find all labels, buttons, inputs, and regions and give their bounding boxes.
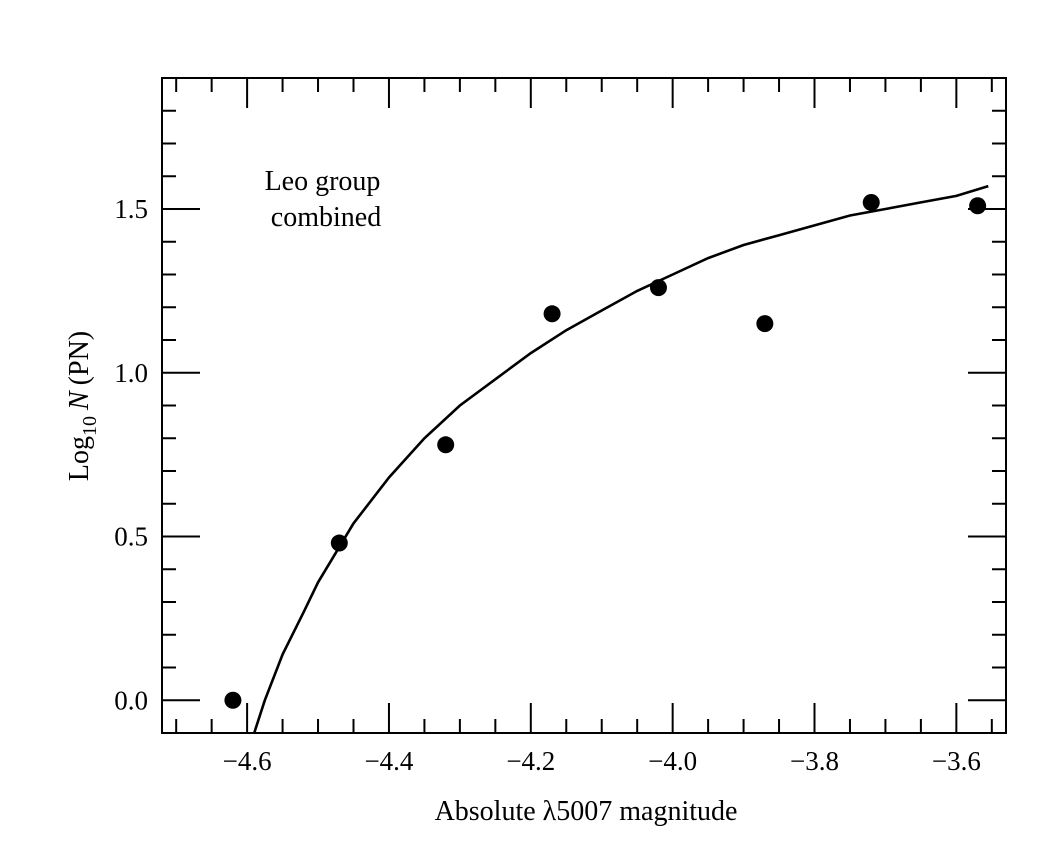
y-axis-title: Log10 N (PN) [64,331,101,481]
x-tick-label: −4.2 [506,746,555,776]
data-point [756,315,774,333]
data-points [224,193,987,709]
data-point [649,279,667,297]
annotation: Leo group combined [265,166,388,233]
x-tick-label: −3.8 [790,746,839,776]
x-tick-labels: −4.6 −4.4 −4.2 −4.0 −3.8 −3.6 [223,746,981,776]
data-point [437,436,455,454]
data-point [862,193,880,211]
y-axis-title-subscript: 10 [79,416,101,436]
x-tick-label: −4.4 [364,746,413,776]
minor-ticks [162,77,1006,734]
annotation-line-2: combined [271,202,381,233]
data-point [543,305,561,323]
y-axis-title-variable: N [64,390,95,411]
data-point [969,197,987,215]
y-tick-label: 0.0 [114,685,148,715]
y-axis-title-suffix: (PN) [64,331,95,385]
y-tick-label: 1.0 [114,358,148,388]
y-axis-title-prefix: Log [64,436,95,481]
y-tick-label: 1.5 [114,194,148,224]
x-tick-label: −3.6 [932,746,981,776]
major-ticks [162,78,1006,733]
y-tick-label: 0.5 [114,522,148,552]
x-tick-label: −4.6 [223,746,272,776]
data-point [330,534,348,552]
fit-curve [252,184,989,734]
x-tick-label: −4.0 [648,746,697,776]
annotation-line-1: Leo group [265,166,381,197]
x-axis-title: Absolute λ5007 magnitude [435,796,738,827]
y-tick-labels: 0.0 0.5 1.0 1.5 [114,194,148,715]
data-point [224,691,242,709]
